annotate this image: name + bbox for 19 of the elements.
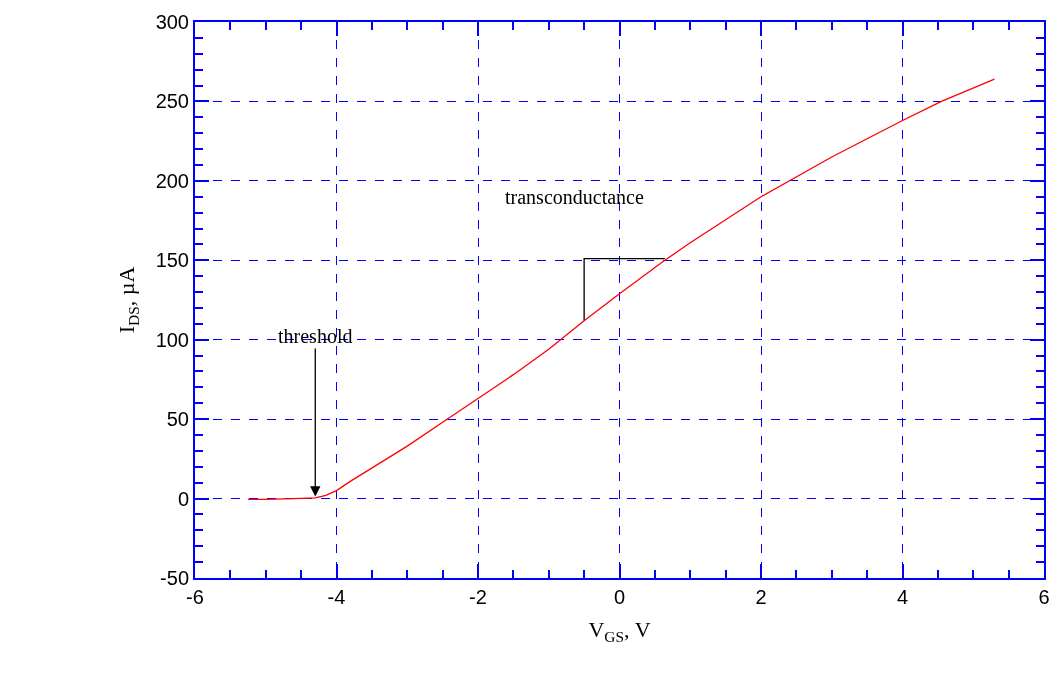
- y-tick-label: 250: [155, 90, 189, 113]
- line-series: [247, 78, 996, 501]
- x-tick-label: 2: [755, 586, 767, 608]
- annotation: threshold: [278, 325, 353, 347]
- x-tick-label: -2: [469, 586, 487, 608]
- annotation: transconductance: [505, 186, 644, 208]
- y-tick-label: 50: [166, 408, 189, 431]
- y-tick-label: 150: [155, 249, 189, 272]
- x-tick-label: -6: [186, 586, 204, 608]
- y-tick-label: 0: [177, 487, 189, 510]
- x-tick-label: 4: [896, 586, 909, 608]
- y-tick-label: 300: [155, 11, 189, 33]
- y-tick-label: 100: [155, 328, 189, 351]
- x-tick-label: 0: [613, 586, 626, 608]
- x-axis-title: V$_{GS}$, V: [588, 617, 651, 646]
- y-tick-label: -50: [160, 567, 189, 589]
- x-tick-label: -4: [327, 586, 346, 608]
- y-tick-label: 200: [155, 169, 189, 192]
- x-tick-label: 6: [1038, 586, 1050, 608]
